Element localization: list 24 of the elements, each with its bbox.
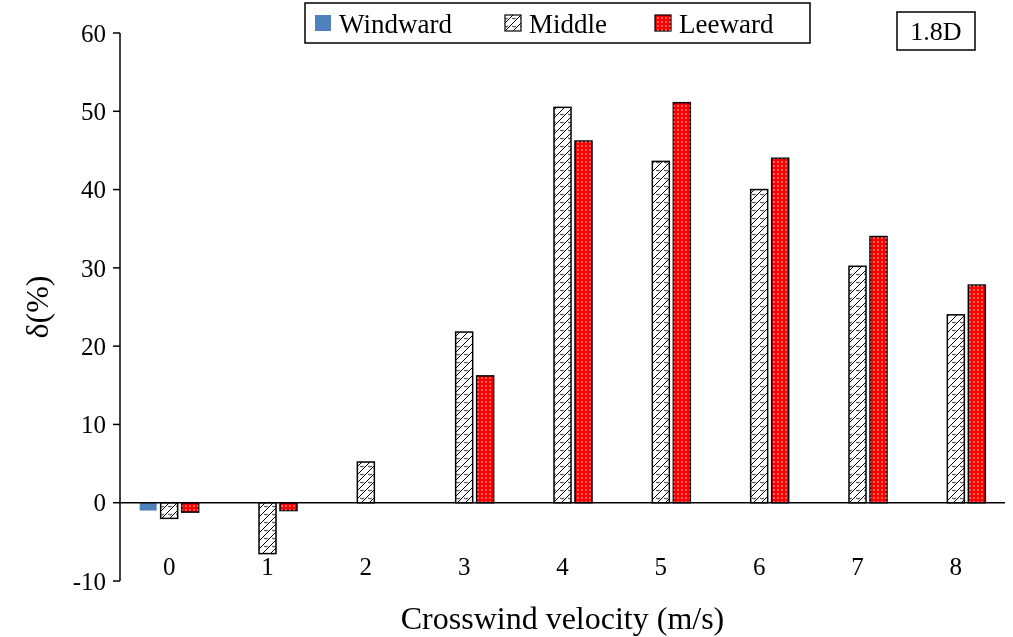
- y-tick-label: 10: [81, 411, 106, 439]
- x-axis-title: Crosswind velocity (m/s): [400, 600, 725, 636]
- x-tick-label: 7: [851, 552, 864, 580]
- legend-label: Windward: [339, 9, 453, 40]
- bar: [139, 502, 157, 511]
- annotation: 1.8D: [910, 17, 962, 47]
- x-tick-label: 5: [654, 552, 668, 580]
- legend-label: Leeward: [679, 9, 774, 40]
- x-tick-label: 3: [457, 552, 471, 580]
- y-tick-label: -10: [72, 567, 106, 595]
- y-tick-label: 50: [81, 98, 106, 126]
- x-tick-label: 1: [261, 552, 274, 580]
- y-tick-label: 20: [81, 332, 106, 360]
- x-tick-label: 6: [752, 552, 766, 580]
- legend-label: Middle: [529, 9, 608, 40]
- y-tick-label: 60: [81, 19, 106, 47]
- x-tick-label: 8: [949, 552, 963, 580]
- y-tick-label: 30: [81, 254, 106, 282]
- x-tick-label: 0: [162, 552, 176, 580]
- x-tick-label: 4: [556, 552, 570, 580]
- y-tick-label: 40: [81, 176, 106, 204]
- y-axis-title: δ(%): [19, 275, 55, 339]
- x-tick-label: 2: [359, 552, 373, 580]
- y-tick-label: 0: [93, 489, 106, 517]
